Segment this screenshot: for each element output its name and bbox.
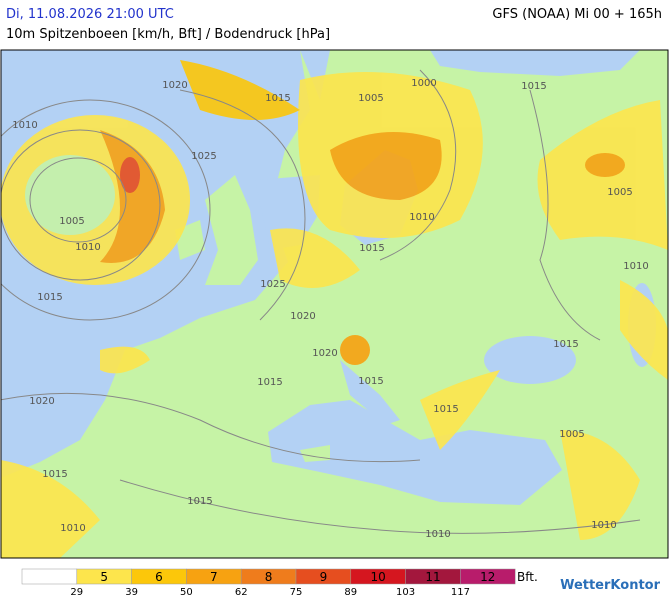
isobar-label: 1000 bbox=[411, 78, 436, 89]
isobar-label: 1015 bbox=[265, 93, 290, 104]
isobar-label: 1015 bbox=[257, 377, 282, 388]
legend-bft: 11 bbox=[425, 570, 440, 584]
legend-kmh: 103 bbox=[396, 587, 415, 598]
isobar-label: 1005 bbox=[559, 429, 584, 440]
legend-kmh: 50 bbox=[180, 587, 193, 598]
isobar-label: 1015 bbox=[187, 496, 212, 507]
legend-bft: 9 bbox=[320, 570, 328, 584]
legend-swatch bbox=[21, 568, 78, 585]
brand: WetterKontor bbox=[560, 578, 661, 593]
isobar-label: 1005 bbox=[59, 216, 84, 227]
legend-bft: 10 bbox=[371, 570, 386, 584]
isobar-label: 1020 bbox=[29, 396, 54, 407]
isobar-label: 1005 bbox=[358, 93, 383, 104]
isobar-label: 1015 bbox=[433, 404, 458, 415]
isobar-label: 1025 bbox=[191, 151, 216, 162]
legend-swatch bbox=[460, 568, 516, 585]
isobar-label: 1015 bbox=[553, 339, 578, 350]
map: 1020 1015 1010 1025 1005 1010 1015 1000 1005 1015… bbox=[0, 49, 669, 559]
legend-unit: Bft. bbox=[517, 570, 538, 584]
legend-bft: 8 bbox=[265, 570, 273, 584]
isobar-label: 1010 bbox=[12, 120, 37, 131]
legend-kmh: 39 bbox=[125, 587, 138, 598]
legend-bft: 5 bbox=[100, 570, 108, 584]
isobar-label: 1005 bbox=[607, 187, 632, 198]
isobar-label: 1020 bbox=[290, 311, 315, 322]
isobar-label: 1010 bbox=[60, 523, 85, 534]
subtitle: 10m Spitzenboeen [km/h, Bft] / Bodendruc… bbox=[6, 27, 330, 42]
legend-bft: 7 bbox=[210, 570, 218, 584]
isobar-label: 1015 bbox=[521, 81, 546, 92]
legend-bft: 6 bbox=[155, 570, 163, 584]
isobar-label: 1010 bbox=[623, 261, 648, 272]
header-right: GFS (NOAA) Mi 00 + 165h bbox=[492, 7, 662, 22]
legend-kmh: 75 bbox=[290, 587, 303, 598]
legend-kmh: 29 bbox=[70, 587, 83, 598]
legend-bft: 12 bbox=[480, 570, 495, 584]
isobar-label: 1020 bbox=[162, 80, 187, 91]
isobar-label: 1015 bbox=[359, 243, 384, 254]
isobar-label: 1010 bbox=[409, 212, 434, 223]
isobar-label: 1010 bbox=[75, 242, 100, 253]
header-left: Di, 11.08.2026 21:00 UTC bbox=[6, 7, 174, 22]
legend-kmh: 117 bbox=[451, 587, 470, 598]
isobar-label: 1015 bbox=[358, 376, 383, 387]
isobar-label: 1015 bbox=[37, 292, 62, 303]
isobar-label: 1020 bbox=[312, 348, 337, 359]
isobar-label: 1015 bbox=[42, 469, 67, 480]
legend-kmh: 62 bbox=[235, 587, 248, 598]
isobar-label: 1025 bbox=[260, 279, 285, 290]
isobar-label: 1010 bbox=[425, 529, 450, 540]
legend-kmh: 89 bbox=[344, 587, 357, 598]
isobar-label: 1010 bbox=[591, 520, 616, 531]
